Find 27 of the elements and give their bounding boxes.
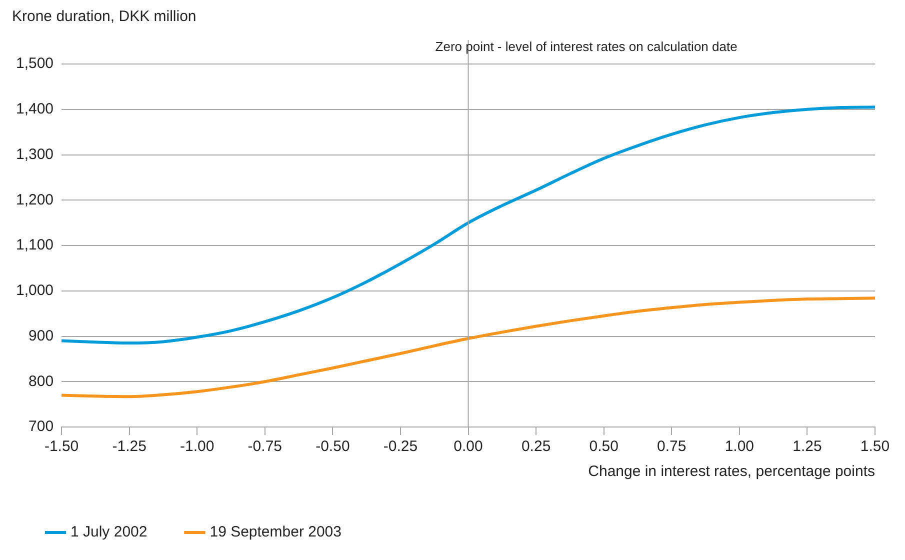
x-tick-label: 0.00 xyxy=(454,438,483,456)
y-tick-label: 900 xyxy=(28,327,54,344)
x-axis-title: Change in interest rates, percentage points xyxy=(588,463,875,480)
x-tick-label: 0.25 xyxy=(521,438,551,456)
y-tick-label: 1,400 xyxy=(16,100,54,118)
x-tick-label: -0.25 xyxy=(383,438,418,456)
y-axis-title: Krone duration, DKK million xyxy=(11,8,198,27)
legend-label: 1 July 2002 xyxy=(70,524,148,541)
x-tick-label: 1.25 xyxy=(792,438,822,456)
legend-label: 19 September 2003 xyxy=(210,524,342,541)
x-tick-label: -1.50 xyxy=(44,438,79,456)
y-tick-label: 1,200 xyxy=(16,191,54,208)
x-tick-label: -0.75 xyxy=(248,438,282,456)
y-tick-label: 1,300 xyxy=(16,146,54,163)
x-tick-label: -1.00 xyxy=(180,438,214,456)
y-tick-label: 1,500 xyxy=(16,55,54,72)
x-tick-label: 1.00 xyxy=(724,438,754,456)
x-tick-label: -0.50 xyxy=(316,438,350,456)
x-tick-label: 0.50 xyxy=(589,438,618,456)
ref-line-label: Zero point - level of interest rates on calculation date xyxy=(435,39,738,54)
x-tick-label: 0.75 xyxy=(657,438,686,456)
y-tick-label: 1,100 xyxy=(16,236,54,254)
x-tick-label: 1.50 xyxy=(860,438,890,456)
y-tick-label: 1,000 xyxy=(16,282,54,300)
x-tick-label: -1.25 xyxy=(112,438,146,456)
y-tick-label: 700 xyxy=(28,418,54,436)
y-tick-label: 800 xyxy=(28,372,54,390)
